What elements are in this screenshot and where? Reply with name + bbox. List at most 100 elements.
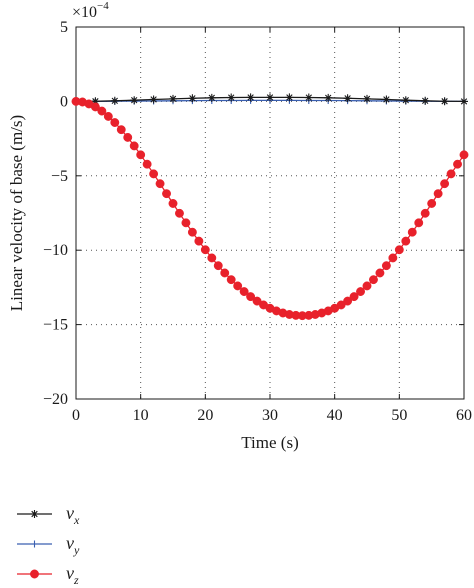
marker-circle: [142, 159, 152, 169]
marker-circle: [459, 150, 469, 160]
legend-label-subscript: z: [73, 573, 79, 587]
marker-circle: [162, 189, 171, 199]
marker-star: [401, 96, 410, 105]
legend-label-subscript: x: [73, 513, 80, 527]
marker-circle: [103, 111, 113, 121]
marker-star: [460, 97, 468, 106]
marker-circle: [349, 292, 359, 302]
legend-item: vx: [17, 503, 80, 527]
marker-circle: [194, 236, 204, 246]
y-tick-label: −15: [43, 317, 68, 334]
x-tick-label: 40: [327, 407, 343, 424]
marker-circle: [213, 261, 223, 271]
y-tick-label: 5: [60, 19, 68, 36]
marker-circle: [369, 275, 378, 285]
y-tick-label: 0: [60, 93, 68, 110]
y-tick-label: −20: [43, 391, 68, 408]
y-multiplier-exponent: −4: [97, 0, 109, 12]
marker-circle: [129, 141, 139, 151]
series-v-z: [71, 96, 469, 321]
marker-circle: [239, 287, 249, 297]
marker-circle: [453, 159, 462, 169]
marker-circle: [356, 287, 365, 297]
y-tick-label: −5: [51, 168, 68, 185]
marker-circle: [427, 199, 437, 208]
marker-star: [169, 94, 177, 103]
x-axis-label: Time (s): [241, 433, 298, 452]
x-tick-label: 10: [133, 407, 149, 424]
x-tick-label: 20: [197, 407, 213, 424]
marker-circle: [381, 261, 391, 271]
y-multiplier-base: ×10: [72, 4, 97, 21]
marker-circle: [233, 281, 243, 291]
marker-circle: [226, 275, 236, 285]
legend-label-main: v: [66, 503, 74, 523]
marker-circle: [123, 132, 133, 142]
series-v-x: [72, 93, 468, 106]
marker-circle: [168, 199, 178, 208]
legend-label: vy: [66, 533, 80, 557]
x-tick-label: 30: [262, 407, 278, 424]
marker-star: [285, 93, 294, 102]
series: [71, 93, 469, 321]
marker-star: [110, 96, 119, 105]
marker-circle: [110, 118, 120, 127]
x-tick-label: 0: [72, 407, 80, 424]
marker-star: [130, 96, 139, 105]
marker-star: [382, 95, 391, 104]
marker-circle: [440, 179, 450, 189]
marker-circle: [401, 236, 411, 246]
marker-circle: [252, 296, 262, 306]
marker-circle: [375, 268, 385, 278]
marker-circle: [433, 189, 443, 199]
marker-star: [30, 510, 39, 518]
marker-circle: [420, 208, 430, 218]
marker-circle: [207, 253, 217, 263]
marker-star: [266, 93, 274, 102]
marker-star: [363, 94, 371, 103]
grid: [76, 27, 464, 399]
marker-star: [227, 93, 236, 102]
marker-circle: [187, 227, 197, 237]
marker-circle: [200, 245, 210, 255]
marker-star: [246, 93, 255, 102]
series-line: [75, 100, 465, 317]
legend-label: vz: [66, 563, 79, 587]
legend-label-main: v: [66, 533, 74, 553]
legend-item: vy: [17, 533, 80, 557]
marker-star: [149, 95, 158, 104]
legend-item: vz: [17, 563, 79, 587]
marker-circle: [136, 150, 146, 160]
marker-circle: [362, 281, 372, 291]
marker-star: [304, 93, 313, 102]
marker-circle: [149, 169, 159, 179]
marker-star: [343, 94, 352, 103]
marker-circle: [394, 245, 404, 255]
marker-circle: [388, 253, 398, 263]
marker-circle: [30, 569, 39, 579]
y-tick-label: −10: [43, 242, 68, 259]
marker-circle: [414, 218, 424, 228]
marker-circle: [155, 179, 165, 189]
marker-star: [188, 94, 197, 103]
marker-plus: [31, 540, 38, 548]
y-multiplier: ×10−4: [72, 0, 109, 21]
marker-circle: [97, 106, 107, 116]
marker-circle: [336, 300, 346, 310]
legend-label-main: v: [66, 563, 74, 583]
marker-circle: [181, 218, 191, 228]
marker-circle: [220, 268, 230, 278]
legend-label-subscript: y: [73, 543, 80, 557]
marker-circle: [116, 125, 126, 135]
marker-star: [207, 93, 216, 102]
x-tick-label: 60: [456, 407, 472, 424]
y-axis-label: Linear velocity of base (m/s): [7, 115, 26, 311]
x-tick-label: 50: [391, 407, 407, 424]
legend-label: vx: [66, 503, 80, 527]
marker-circle: [246, 292, 256, 302]
marker-circle: [407, 227, 417, 237]
marker-circle: [175, 208, 184, 218]
